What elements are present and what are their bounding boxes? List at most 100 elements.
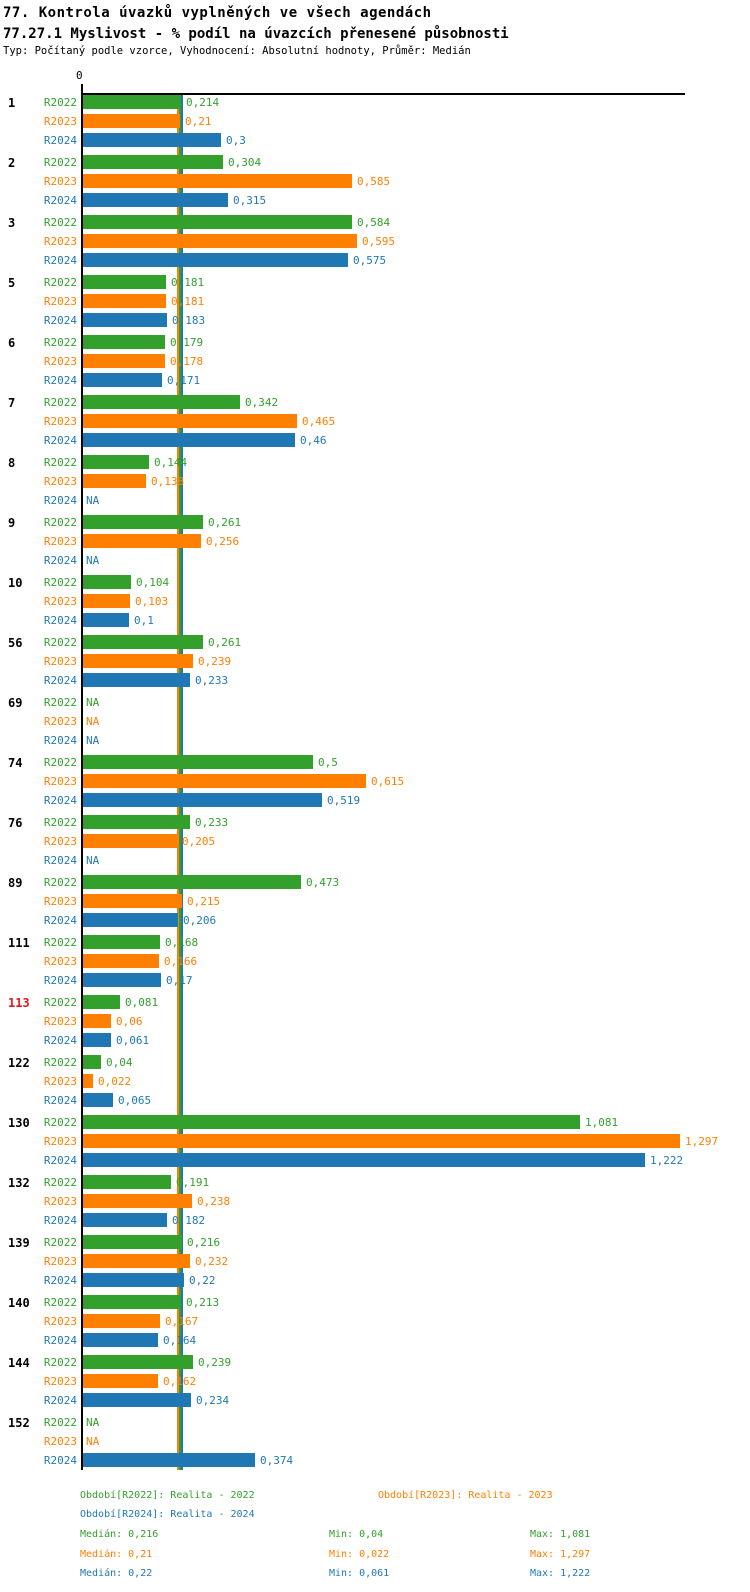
value-label: 0,465 [302,415,336,428]
series-label-r2022: R2022 [43,1176,77,1189]
value-label: 0,06 [116,1015,143,1028]
na-label: NA [86,854,100,867]
series-label-r2023: R2023 [43,1315,77,1328]
value-label: 0,261 [208,636,242,649]
series-label-r2022: R2022 [43,216,77,229]
value-label: 0,233 [195,816,229,829]
na-label: NA [86,734,100,747]
series-label-r2023: R2023 [43,415,77,428]
bar-r2023 [83,1314,160,1328]
bar-r2023 [83,234,357,248]
bar-r2022 [83,635,203,649]
value-label: 0,213 [186,1296,220,1309]
series-label-r2023: R2023 [43,1015,77,1028]
series-label-r2022: R2022 [43,456,77,469]
x-axis-zero-tick [81,84,83,93]
bar-r2022 [83,815,190,829]
x-axis-zero-label: 0 [76,69,83,82]
value-label: 0,374 [260,1454,294,1467]
series-label-r2023: R2023 [43,1435,77,1448]
series-label-r2023: R2023 [43,475,77,488]
value-label: 0,3 [226,134,246,147]
bar-r2024 [83,133,221,147]
series-label-r2024: R2024 [43,434,77,447]
na-label: NA [86,715,100,728]
bar-r2023 [83,594,130,608]
series-label-r2022: R2022 [43,1296,77,1309]
series-label-r2022: R2022 [43,936,77,949]
stat-min-r2023: Min: 0,022 [329,1549,390,1560]
value-label: 0,216 [187,1236,221,1249]
value-label: 0,181 [171,276,205,289]
chart-subtitle: 77.27.1 Myslivost - % podíl na úvazcích … [3,26,509,42]
category-label-7: 7 [8,396,16,410]
bar-r2023 [83,1374,158,1388]
value-label: 0,46 [300,434,327,447]
series-label-r2022: R2022 [43,1356,77,1369]
value-label: 0,473 [306,876,340,889]
bar-r2022 [83,1355,193,1369]
value-label: 1,222 [650,1154,684,1167]
series-label-r2022: R2022 [43,1056,77,1069]
category-label-2: 2 [8,156,16,170]
series-label-r2024: R2024 [43,554,77,567]
bar-r2023 [83,834,177,848]
bar-r2023 [83,174,352,188]
value-label: 0,182 [172,1214,206,1227]
category-label-76: 76 [8,816,23,830]
bar-r2022 [83,755,313,769]
value-label: 1,081 [585,1116,619,1129]
bar-r2023 [83,474,146,488]
value-label: 1,297 [685,1135,719,1148]
value-label: 0,238 [197,1195,231,1208]
bar-r2024 [83,913,178,927]
series-label-r2023: R2023 [43,1255,77,1268]
series-label-r2023: R2023 [43,535,77,548]
bar-r2022 [83,95,181,109]
bar-r2024 [83,1033,111,1047]
series-label-r2024: R2024 [43,374,77,387]
bar-r2024 [83,313,167,327]
stat-median-r2022: Medián: 0,216 [80,1529,159,1540]
series-label-r2024: R2024 [43,914,77,927]
bar-r2024 [83,373,162,387]
bar-r2022 [83,395,240,409]
series-label-r2024: R2024 [43,1394,77,1407]
value-label: 0,239 [198,1356,232,1369]
bar-r2023 [83,1074,93,1088]
series-label-r2024: R2024 [43,1274,77,1287]
series-label-r2023: R2023 [43,775,77,788]
bar-r2022 [83,935,160,949]
bar-r2023 [83,774,366,788]
bar-r2023 [83,954,159,968]
stat-median-r2023: Medián: 0,21 [80,1549,153,1560]
series-label-r2024: R2024 [43,494,77,507]
legend-item-r2023: Období[R2023]: Realita - 2023 [378,1490,553,1501]
bar-r2022 [83,215,352,229]
bar-r2024 [83,1093,113,1107]
bar-r2024 [83,1453,255,1467]
series-label-r2023: R2023 [43,835,77,848]
bar-r2024 [83,673,190,687]
value-label: 0,22 [189,1274,216,1287]
bar-r2022 [83,1115,580,1129]
bar-r2022 [83,575,131,589]
series-label-r2024: R2024 [43,674,77,687]
series-label-r2023: R2023 [43,175,77,188]
stat-max-r2023: Max: 1,297 [530,1549,591,1560]
category-label-1: 1 [8,96,16,110]
bar-r2023 [83,414,297,428]
value-label: 0,167 [165,1315,199,1328]
bar-r2022 [83,515,203,529]
series-label-r2023: R2023 [43,1195,77,1208]
category-label-74: 74 [8,756,23,770]
bar-r2024 [83,1273,184,1287]
bar-r2024 [83,1333,158,1347]
category-label-140: 140 [8,1296,30,1310]
value-label: 0,205 [182,835,216,848]
category-label-130: 130 [8,1116,30,1130]
value-label: 0,179 [170,336,204,349]
value-label: 0,239 [198,655,232,668]
value-label: 0,234 [196,1394,230,1407]
value-label: 0,17 [166,974,193,987]
